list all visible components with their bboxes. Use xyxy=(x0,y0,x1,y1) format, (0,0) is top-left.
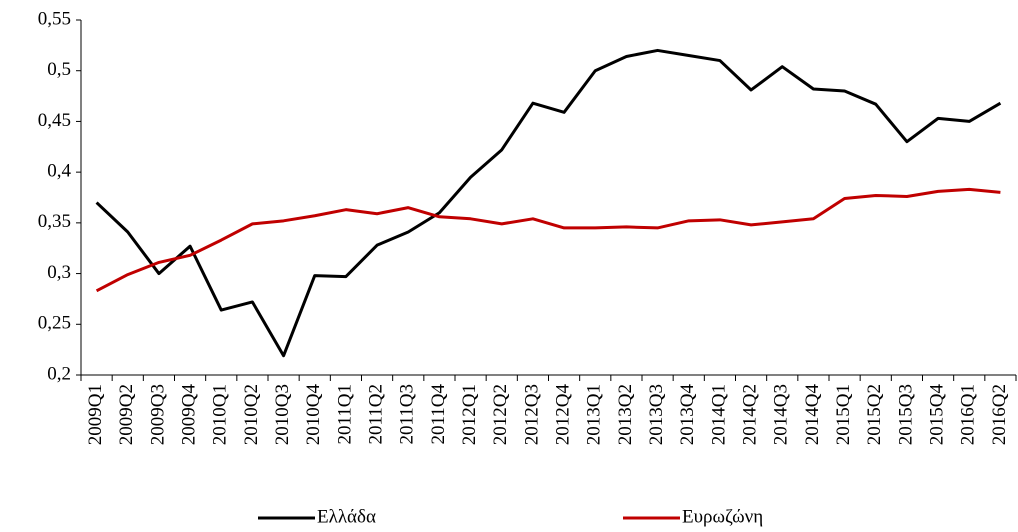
legend-label: Ευρωζώνη xyxy=(682,506,763,527)
x-tick-label: 2011Q2 xyxy=(365,384,386,445)
y-tick-label: 0,25 xyxy=(38,313,71,334)
y-tick-label: 0,55 xyxy=(38,8,71,29)
y-tick-label: 0,4 xyxy=(47,161,71,182)
x-tick-label: 2013Q3 xyxy=(646,384,667,445)
x-tick-label: 2015Q3 xyxy=(895,384,916,445)
x-tick-label: 2010Q1 xyxy=(210,384,231,445)
x-tick-label: 2010Q2 xyxy=(241,384,262,445)
x-tick-label: 2009Q1 xyxy=(85,384,106,445)
x-tick-label: 2009Q3 xyxy=(147,384,168,445)
x-tick-label: 2013Q1 xyxy=(584,384,605,445)
series-line xyxy=(95,187,1001,293)
y-tick-label: 0,45 xyxy=(38,110,71,131)
x-tick-label: 2009Q4 xyxy=(178,384,199,446)
y-tick-label: 0,5 xyxy=(47,59,71,80)
x-tick-label: 2014Q2 xyxy=(739,384,760,445)
x-tick-label: 2013Q2 xyxy=(615,384,636,445)
x-tick-label: 2011Q1 xyxy=(334,384,355,445)
x-tick-label: 2016Q2 xyxy=(989,384,1010,445)
x-tick-label: 2013Q4 xyxy=(677,384,698,446)
x-tick-label: 2012Q2 xyxy=(490,384,511,445)
x-tick-label: 2014Q4 xyxy=(802,384,823,446)
x-tick-label: 2015Q4 xyxy=(926,384,947,446)
x-tick-label: 2011Q4 xyxy=(428,384,449,445)
x-tick-label: 2010Q4 xyxy=(303,384,324,446)
x-tick-label: 2015Q1 xyxy=(833,384,854,445)
x-tick-label: 2011Q3 xyxy=(397,384,418,445)
y-tick-label: 0,35 xyxy=(38,211,71,232)
y-tick-label: 0,2 xyxy=(47,363,71,384)
legend-label: Ελλάδα xyxy=(317,506,376,527)
series-line xyxy=(95,48,1002,358)
x-tick-label: 2010Q3 xyxy=(272,384,293,445)
x-tick-label: 2015Q2 xyxy=(864,384,885,445)
x-tick-label: 2009Q2 xyxy=(116,384,137,445)
x-tick-label: 2012Q1 xyxy=(459,384,480,445)
y-tick-label: 0,3 xyxy=(47,262,71,283)
x-tick-label: 2014Q3 xyxy=(771,384,792,445)
x-tick-label: 2014Q1 xyxy=(708,384,729,445)
x-tick-label: 2012Q3 xyxy=(521,384,542,445)
x-tick-label: 2016Q1 xyxy=(958,384,979,445)
x-tick-label: 2012Q4 xyxy=(552,384,573,446)
